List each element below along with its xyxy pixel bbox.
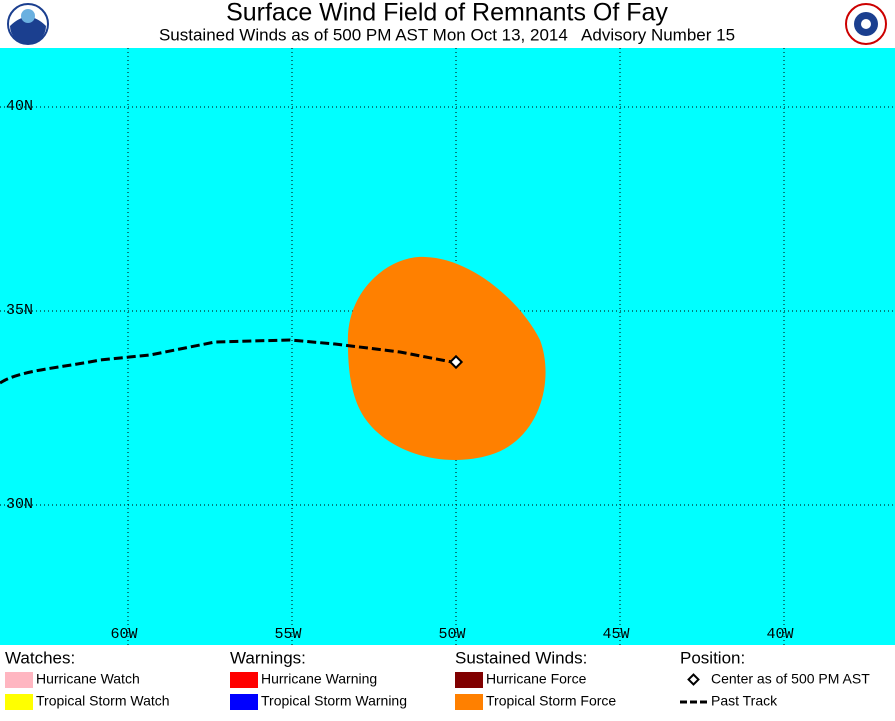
legend: Watches: Hurricane Watch Tropical Storm Wa… [5, 648, 870, 710]
lon-label: 40W [766, 626, 793, 643]
legend-title: Sustained Winds: [455, 648, 587, 667]
past-track [0, 338, 458, 385]
legend-swatch [5, 694, 33, 710]
legend-item: Center as of 500 PM AST [711, 671, 870, 687]
lon-label: 45W [602, 626, 629, 643]
legend-swatch [5, 672, 33, 688]
title: Surface Wind Field of Remnants Of Fay [226, 0, 668, 27]
legend-item: Past Track [711, 693, 778, 709]
nws-logo [845, 3, 887, 45]
legend-title: Watches: [5, 648, 75, 667]
legend-swatch [230, 694, 258, 710]
grid: 40N 35N 30N 60W 55W 50W 45W 40W [0, 48, 895, 645]
lon-label: 60W [110, 626, 137, 643]
legend-swatch [455, 694, 483, 710]
legend-item: Hurricane Watch [36, 671, 140, 687]
legend-swatch [230, 672, 258, 688]
lon-label: 50W [438, 626, 465, 643]
legend-item: Hurricane Force [486, 671, 587, 687]
tropical-storm-wind-field [347, 256, 546, 460]
legend-title: Warnings: [230, 648, 306, 667]
lon-label: 55W [274, 626, 301, 643]
legend-item: Tropical Storm Warning [261, 693, 407, 709]
lat-label: 30N [6, 496, 33, 513]
lat-label: 40N [6, 98, 33, 115]
legend-swatch [455, 672, 483, 688]
subtitle: Sustained Winds as of 500 PM AST Mon Oct… [159, 25, 735, 44]
legend-item: Tropical Storm Watch [36, 693, 170, 709]
legend-center-icon [687, 673, 700, 686]
legend-item: Tropical Storm Force [486, 693, 616, 709]
center-marker [448, 354, 464, 370]
legend-item: Hurricane Warning [261, 671, 377, 687]
noaa-logo [7, 3, 49, 45]
legend-title: Position: [680, 648, 745, 667]
lat-label: 35N [6, 302, 33, 319]
